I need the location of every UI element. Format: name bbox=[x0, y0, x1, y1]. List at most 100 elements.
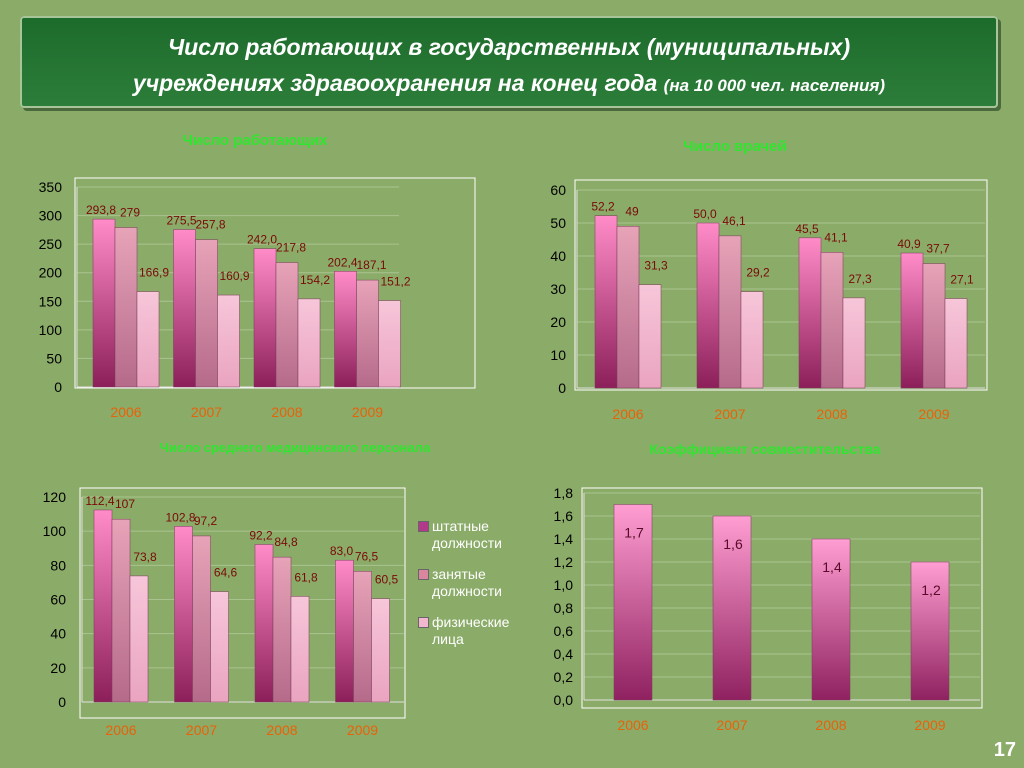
data-label-ratio: 1,4 bbox=[822, 559, 842, 575]
x-tick-label-workers: 2009 bbox=[352, 404, 383, 420]
bar-nurses-s1-2008 bbox=[272, 556, 292, 703]
y-tick-label-ratio: 1,8 bbox=[554, 485, 574, 501]
bar-workers-s2-2009 bbox=[378, 300, 401, 388]
legend-label-persons: физические лица bbox=[432, 614, 510, 647]
x-tick-label-ratio: 2009 bbox=[914, 717, 945, 733]
x-tick-label-doctors: 2009 bbox=[918, 406, 949, 422]
y-tick-label-workers: 100 bbox=[39, 322, 63, 338]
y-tick-label-ratio: 0,2 bbox=[554, 669, 574, 685]
data-label-nurses: 83,0 bbox=[330, 544, 354, 558]
data-label-nurses: 76,5 bbox=[355, 549, 379, 563]
x-tick-label-ratio: 2007 bbox=[716, 717, 747, 733]
y-tick-label-workers: 200 bbox=[39, 265, 63, 281]
bar-workers-s2-2008 bbox=[297, 298, 321, 388]
bar-doctors-s2-2008 bbox=[842, 297, 866, 389]
data-label-doctors: 37,7 bbox=[926, 242, 950, 256]
y-tick-label-ratio: 0,6 bbox=[554, 623, 574, 639]
x-tick-label-nurses: 2008 bbox=[266, 722, 297, 738]
bar-nurses-s0-2008 bbox=[254, 544, 274, 703]
data-label-ratio: 1,7 bbox=[624, 525, 644, 541]
bar-nurses-s2-2006 bbox=[129, 575, 149, 703]
y-tick-label-nurses: 40 bbox=[50, 626, 66, 642]
data-label-workers: 160,9 bbox=[219, 269, 249, 283]
y-tick-label-ratio: 0,4 bbox=[554, 646, 574, 662]
data-label-nurses: 60,5 bbox=[375, 573, 399, 587]
y-tick-label-doctors: 60 bbox=[550, 182, 566, 198]
x-tick-label-doctors: 2006 bbox=[612, 406, 643, 422]
data-label-nurses: 92,2 bbox=[249, 528, 273, 542]
bar-doctors-s1-2006 bbox=[616, 226, 640, 389]
data-label-doctors: 49 bbox=[625, 204, 639, 218]
y-tick-label-ratio: 1,6 bbox=[554, 508, 574, 524]
bar-workers-s2-2006 bbox=[136, 291, 160, 388]
y-tick-label-doctors: 50 bbox=[550, 215, 566, 231]
bar-workers-s0-2009 bbox=[334, 271, 357, 388]
y-tick-label-ratio: 1,0 bbox=[554, 577, 574, 593]
bar-ratio-s0-2006 bbox=[613, 504, 653, 701]
chart-title-doctors: Число врачей bbox=[683, 138, 787, 155]
x-tick-label-doctors: 2008 bbox=[816, 406, 847, 422]
bar-doctors-s0-2008 bbox=[798, 237, 822, 389]
y-tick-label-doctors: 30 bbox=[550, 281, 566, 297]
bar-workers-s1-2007 bbox=[195, 239, 218, 388]
data-label-workers: 151,2 bbox=[380, 275, 410, 289]
legend: штатные должности занятые должности физи… bbox=[418, 518, 536, 662]
legend-swatch-staff bbox=[418, 521, 429, 532]
x-tick-label-ratio: 2006 bbox=[617, 717, 648, 733]
bar-nurses-s1-2009 bbox=[353, 571, 372, 703]
slide-title-line2: учреждениях здравоохранения на конец год… bbox=[20, 70, 998, 97]
data-label-workers: 242,0 bbox=[247, 233, 277, 247]
y-tick-label-workers: 50 bbox=[46, 350, 62, 366]
data-label-workers: 187,1 bbox=[356, 258, 386, 272]
bar-doctors-s1-2007 bbox=[718, 235, 742, 389]
x-tick-label-workers: 2006 bbox=[110, 404, 141, 420]
bar-doctors-s0-2007 bbox=[696, 222, 720, 389]
x-tick-label-ratio: 2008 bbox=[815, 717, 846, 733]
x-tick-label-workers: 2008 bbox=[271, 404, 302, 420]
data-label-nurses: 112,4 bbox=[85, 494, 114, 508]
data-label-doctors: 41,1 bbox=[824, 230, 848, 244]
y-tick-label-nurses: 0 bbox=[58, 694, 66, 710]
slide-title-main: учреждениях здравоохранения на конец год… bbox=[132, 70, 658, 96]
data-label-doctors: 40,9 bbox=[897, 237, 921, 251]
bar-ratio-s0-2008 bbox=[811, 538, 851, 701]
data-label-workers: 293,8 bbox=[86, 203, 116, 217]
data-label-doctors: 45,5 bbox=[795, 222, 819, 236]
data-label-nurses: 73,8 bbox=[133, 550, 157, 564]
data-label-nurses: 64,6 bbox=[214, 566, 238, 580]
y-tick-label-doctors: 10 bbox=[550, 347, 566, 363]
y-tick-label-ratio: 1,4 bbox=[554, 531, 574, 547]
bar-nurses-s0-2007 bbox=[174, 526, 193, 703]
data-label-doctors: 29,2 bbox=[746, 266, 770, 280]
bar-nurses-s2-2008 bbox=[290, 596, 310, 703]
y-tick-label-doctors: 20 bbox=[550, 314, 566, 330]
bar-workers-s1-2009 bbox=[356, 279, 379, 388]
bar-doctors-s2-2009 bbox=[944, 298, 968, 389]
bar-doctors-s0-2006 bbox=[594, 215, 618, 389]
chart-title-ratio: Коэффициент совместительства bbox=[649, 441, 881, 457]
data-label-ratio: 1,2 bbox=[921, 582, 941, 598]
bar-ratio-s0-2009 bbox=[910, 561, 950, 701]
bar-doctors-s2-2007 bbox=[740, 291, 764, 389]
data-label-nurses: 61,8 bbox=[294, 570, 318, 584]
chart-title-workers: Число работающих bbox=[182, 132, 328, 149]
bar-ratio-s0-2007 bbox=[712, 515, 752, 701]
bar-doctors-s2-2006 bbox=[638, 284, 662, 389]
bar-nurses-s1-2007 bbox=[192, 535, 211, 703]
data-label-workers: 154,2 bbox=[300, 273, 330, 287]
legend-item-persons: физические лица bbox=[418, 614, 536, 648]
legend-swatch-persons bbox=[418, 617, 429, 628]
legend-item-staff: штатные должности bbox=[418, 518, 536, 552]
title-banner: Число работающих в государственных (муни… bbox=[20, 16, 998, 108]
data-label-doctors: 27,3 bbox=[848, 272, 872, 286]
x-tick-label-nurses: 2009 bbox=[347, 722, 378, 738]
bar-workers-s0-2007 bbox=[173, 229, 196, 388]
legend-swatch-occupied bbox=[418, 569, 429, 580]
data-label-workers: 217,8 bbox=[276, 241, 306, 255]
data-label-nurses: 107 bbox=[115, 497, 135, 511]
bar-workers-s0-2008 bbox=[253, 248, 277, 388]
legend-label-staff: штатные должности bbox=[432, 518, 502, 551]
y-tick-label-workers: 300 bbox=[39, 208, 63, 224]
data-label-nurses: 97,2 bbox=[194, 514, 218, 528]
y-tick-label-nurses: 60 bbox=[50, 592, 66, 608]
